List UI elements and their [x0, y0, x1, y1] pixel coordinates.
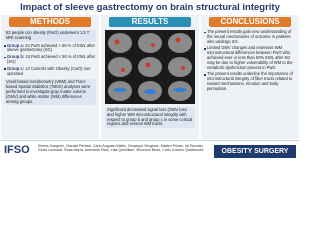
highlight-regions: [114, 37, 185, 72]
results-panel: RESULTS Significant decreased signal los…: [101, 15, 199, 139]
group-label: Group b:: [7, 54, 25, 60]
group: Group b: 24 PwO achieved < 50 % of EWL a…: [4, 54, 96, 65]
results-heading: RESULTS: [109, 17, 191, 27]
methods-panel: METHODS 62 people con obesity (PwO) unde…: [1, 15, 99, 139]
authors: Emma Gangemi, Claudia Pennisi, Carlo Aug…: [38, 144, 204, 153]
methods-body: 62 people con obesity (PwO) underwent 1.…: [4, 30, 96, 107]
group-text: 24 PwO achieved < 50 % of EWL after (SG): [7, 54, 96, 64]
group-text: 24 PwO achieved > 50 % of EWL after slee…: [7, 42, 96, 53]
page: {"header": {"title": "Impact of sleeve g…: [0, 2, 300, 163]
results-caption: Significant decreased signal loss (GMV l…: [105, 107, 195, 129]
methods-heading: METHODS: [9, 17, 91, 27]
title: Impact of sleeve gastrectomy on brain st…: [20, 2, 280, 13]
group-label: Group a:: [7, 42, 25, 48]
conclusion: Limited GMV changes and extensive WM mic…: [204, 45, 296, 70]
brain-images: [105, 30, 195, 104]
conclusions-heading: CONCLUSIONS: [209, 17, 291, 27]
conclusion: The present results underline the import…: [204, 71, 296, 91]
society-logo: IFSO: [4, 144, 30, 156]
group-label: Group c:: [7, 65, 25, 71]
group: Group c: 14 Controls with Obesity (CwO) …: [4, 65, 96, 77]
conclusions-panel: CONCLUSIONS The present results gain new…: [201, 15, 299, 139]
conclusions-body: The present results gain new understandi…: [204, 29, 296, 94]
methods-intro: 62 people con obesity (PwO) underwent 1.…: [4, 30, 96, 42]
tract-regions: [113, 87, 187, 94]
group-text: 14 Controls with Obesity (CwO) non opera…: [7, 65, 91, 76]
methods-analysis: Voxel-based morphometry (VBM) and Tract-…: [4, 79, 96, 106]
group: Group a: 24 PwO achieved > 50 % of EWL a…: [4, 42, 96, 54]
brain-slices: [108, 33, 192, 101]
footer: IFSO Emma Gangemi, Claudia Pennisi, Carl…: [0, 140, 300, 163]
conclusion: The present results gain new understandi…: [204, 29, 296, 44]
journal-logo: OBESITY SURGERY: [214, 145, 296, 158]
